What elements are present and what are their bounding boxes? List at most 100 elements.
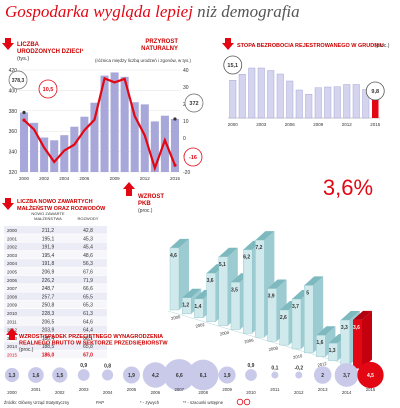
growth-line (23, 76, 176, 172)
births-bar (60, 135, 69, 172)
logo-text: PAP (96, 400, 104, 405)
wage-bubble (163, 359, 196, 391)
births-last-callout-value: 372 (189, 101, 198, 107)
wage-x-tick: 2005 (127, 387, 137, 392)
unemployment-bar (257, 67, 265, 119)
wage-arrow-icon (6, 328, 18, 340)
unemployment-x-tick: 2012 (342, 122, 353, 127)
footnote-1: * - zywych (140, 400, 160, 405)
marriage-arrow-icon (2, 198, 14, 210)
unemployment-bar (276, 73, 284, 119)
gdp-bar-value: 2,6 (280, 315, 287, 321)
unemployment-bar (333, 86, 341, 119)
marriage-divorces-value: 64,4 (83, 328, 93, 334)
births-bar (170, 118, 179, 172)
gdp-bar-value: 5 (306, 290, 309, 296)
wage-bubble-value: -0,2 (294, 366, 303, 372)
marriage-row (4, 284, 107, 292)
unemployment-bar (352, 84, 360, 119)
growth-first-callout-value: 10,5 (43, 87, 54, 93)
unemployment-x-tick: 2000 (228, 122, 239, 127)
marriage-year: 2008 (7, 294, 18, 299)
gdp-bar-top (316, 326, 336, 336)
births-bar (90, 102, 99, 172)
births-bar (30, 122, 39, 172)
marriage-divorces-value: 65,5 (83, 294, 93, 300)
births-x-tick: 2012 (140, 176, 151, 181)
marriage-divorces-value: 67,0 (83, 353, 93, 359)
unemployment-arrow-icon (222, 38, 234, 50)
gdp-bar-front (218, 256, 229, 326)
marriage-weddings-value: 211,2 (42, 228, 54, 234)
marriage-row (4, 234, 107, 242)
gdp-bar-front (353, 319, 362, 369)
gdp-bar-front (169, 247, 180, 311)
footnote-2: ** - szacunki wstępne (183, 400, 224, 405)
unemployment-first-callout (223, 55, 243, 75)
wage-bubble (357, 361, 384, 389)
births-bar (70, 126, 79, 172)
wage-bubble (102, 369, 114, 381)
births-label: LICZBA (17, 42, 40, 48)
gdp-x-tick: 2010 (293, 353, 304, 360)
wage-bubble (218, 366, 236, 384)
marriage-weddings-value: 250,8 (42, 303, 55, 309)
gdp-bar-value: 3,9 (268, 294, 275, 300)
wage-bubble-value: 6,1 (200, 373, 207, 379)
gdp-bar-value: 1,4 (194, 304, 201, 310)
births-x-tick: 2002 (39, 176, 50, 181)
wage-x-tick: 2010 (246, 390, 256, 395)
marriage-weddings-value: 188,5 (42, 344, 55, 350)
wage-bubble (334, 363, 359, 387)
gdp-bar-value: 4,6 (170, 253, 177, 259)
unemployment-bar (343, 84, 351, 119)
births-left-tick: 320 (9, 170, 18, 176)
wage-x-tick: 2013 (318, 387, 328, 392)
births-first-callout-value: 378,3 (12, 78, 25, 84)
wage-x-tick: 2004 (103, 390, 113, 395)
marriage-label: LICZBA NOWO ZAWARTYCH (17, 199, 93, 205)
wage-x-tick: 2001 (31, 387, 41, 392)
wage-bubble-value: 0,1 (271, 366, 278, 372)
gdp-bar-front (181, 297, 192, 315)
wage-x-tick: 2012 (294, 390, 304, 395)
marriage-year: 2002 (7, 245, 18, 250)
marriage-row (4, 317, 107, 325)
marriage-divorces-value: 56,3 (83, 261, 93, 267)
growth-right-tick: 10 (183, 119, 189, 125)
wage-bubble-value: 1,9 (224, 373, 231, 379)
wage-bubble (122, 366, 141, 384)
marriage-weddings-value: 206,5 (42, 319, 55, 325)
births-bar (160, 115, 169, 172)
gdp-bar-value: 3,6 (207, 278, 214, 284)
gdp-bar-top (218, 247, 238, 257)
gdp-bar-front (316, 335, 326, 358)
marriage-divorces-value: 42,8 (83, 228, 93, 234)
unemployment-bar (314, 87, 322, 119)
wage-bubble (245, 369, 257, 381)
births-bar (110, 72, 119, 172)
marriage-year: 2011 (7, 319, 17, 324)
marriage-year: 2014 (7, 344, 18, 349)
wage-x-tick: 2009 (222, 387, 232, 392)
marriage-row (4, 242, 107, 251)
births-bar (120, 76, 129, 172)
births-left-tick: 420 (9, 68, 18, 74)
growth-first-callout (38, 79, 58, 99)
marriage-weddings-value: 203,9 (42, 328, 55, 334)
births-arrow-icon (2, 38, 14, 50)
marriage-weddings-value: 191,8 (42, 261, 55, 267)
gdp-bar-top (340, 311, 360, 321)
growth-right-tick: 30 (183, 85, 189, 91)
growth-right-tick: 0 (183, 136, 186, 142)
gdp-x-tick: 2012 (317, 361, 328, 368)
gdp-bar-value: 3,3 (341, 325, 348, 331)
gdp-bar-value: 7,2 (255, 245, 262, 251)
wage-x-tick: 2006 (151, 390, 161, 395)
unemployment-bar (248, 67, 256, 119)
marriage-divorces-value: 48,6 (83, 253, 93, 259)
marriage-weddings-value: 257,7 (42, 294, 55, 300)
gdp-label: PKB (138, 201, 151, 207)
wage-x-tick: 2015 (366, 387, 376, 392)
marriage-row (4, 342, 107, 350)
